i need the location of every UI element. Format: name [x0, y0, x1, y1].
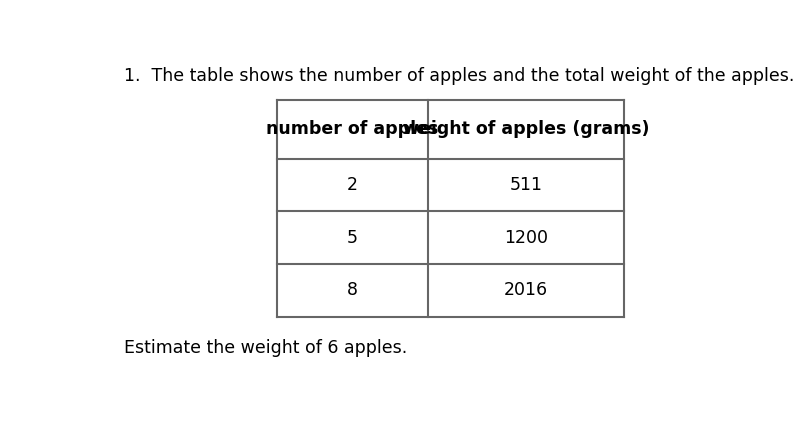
Text: 511: 511 [510, 176, 542, 194]
Text: number of apples: number of apples [266, 120, 438, 139]
Text: 8: 8 [346, 281, 358, 299]
Text: weight of apples (grams): weight of apples (grams) [402, 120, 649, 139]
Text: 1200: 1200 [504, 229, 548, 247]
Text: 2016: 2016 [504, 281, 548, 299]
Text: 5: 5 [346, 229, 358, 247]
Text: 1.  The table shows the number of apples and the total weight of the apples.: 1. The table shows the number of apples … [123, 67, 794, 85]
Text: Estimate the weight of 6 apples.: Estimate the weight of 6 apples. [123, 339, 407, 357]
Text: 2: 2 [346, 176, 358, 194]
